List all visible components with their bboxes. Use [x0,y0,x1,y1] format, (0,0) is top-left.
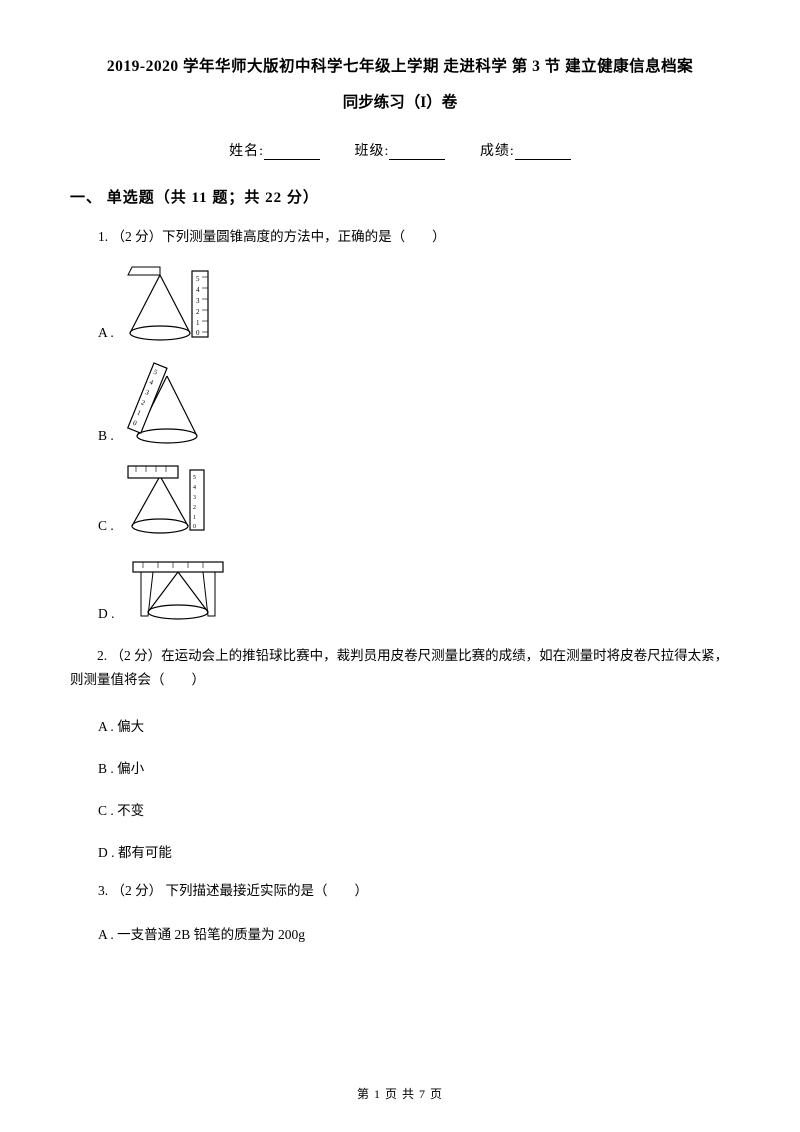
svg-text:1: 1 [196,319,200,327]
q2-optD: D . 都有可能 [98,841,730,861]
svg-text:4: 4 [193,485,196,491]
score-blank [515,146,571,160]
page-footer: 第 1 页 共 7 页 [0,1085,800,1102]
svg-text:0: 0 [193,524,196,530]
name-label: 姓名: [229,144,264,159]
q2-optB: B . 偏小 [98,757,730,777]
q1-optC: C . 5 4 3 2 1 0 [98,464,730,536]
q3-optA: A . 一支普通 2B 铅笔的质量为 200g [98,923,730,943]
svg-text:4: 4 [196,286,200,294]
doc-title-line2: 同步练习（I）卷 [70,90,730,112]
svg-text:0: 0 [196,329,200,337]
name-blank [264,146,320,160]
class-blank [389,146,445,160]
svg-text:1: 1 [193,515,196,521]
q2-optC: C . 不变 [98,799,730,819]
q1-figB: 5 4 3 2 1 0 [122,361,217,446]
q1-stem: 1. （2 分）下列测量圆锥高度的方法中，正确的是（ ） [98,227,730,247]
q1-optA: A . 5 4 3 2 1 0 [98,265,730,343]
class-label: 班级: [355,144,390,159]
score-label: 成绩: [480,144,515,159]
svg-text:2: 2 [196,308,200,316]
q1-figA: 5 4 3 2 1 0 [122,265,217,343]
q1-optD-label: D . [98,607,115,625]
q2-optA: A . 偏大 [98,715,730,735]
q1-optC-label: C . [98,519,114,537]
svg-text:2: 2 [193,505,196,511]
q1-optB: B . 5 4 3 2 1 0 [98,361,730,446]
q1-optB-label: B . [98,429,114,447]
q3-stem: 3. （2 分） 下列描述最接近实际的是（ ） [98,881,730,901]
q1-figC: 5 4 3 2 1 0 [122,464,217,536]
q2-stem: 2. （2 分）在运动会上的推铅球比赛中，裁判员用皮卷尺测量比赛的成绩，如在测量… [70,644,730,693]
doc-title-line1: 2019-2020 学年华师大版初中科学七年级上学期 走进科学 第 3 节 建立… [70,55,730,80]
svg-text:5: 5 [196,275,200,283]
q1-optD: D . [98,554,730,624]
svg-text:5: 5 [193,475,196,481]
svg-text:3: 3 [193,495,196,501]
info-row: 姓名: 班级: 成绩: [70,140,730,160]
svg-text:3: 3 [196,297,200,305]
q1-optA-label: A . [98,326,114,344]
section-head: 一、 单选题（共 11 题；共 22 分） [70,186,730,207]
q1-figD [123,554,233,624]
